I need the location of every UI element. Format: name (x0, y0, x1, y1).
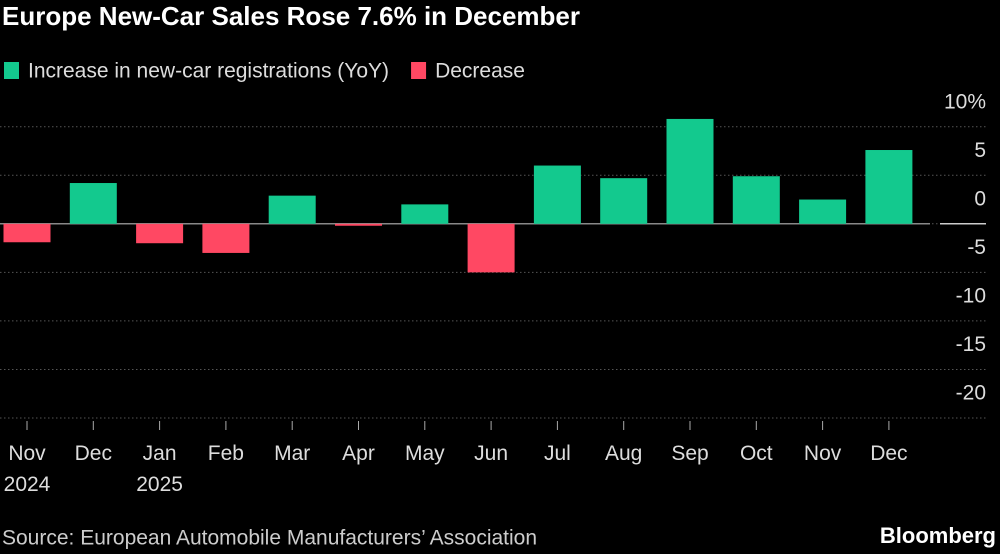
bar (600, 178, 648, 224)
bar (3, 223, 51, 243)
legend-swatch (4, 62, 19, 79)
y-tick-label: 10% (944, 90, 986, 113)
x-tick-label: Oct (739, 442, 773, 465)
y-tick-label: -5 (967, 236, 986, 259)
x-tick-label: Jun (474, 442, 509, 465)
bar (732, 176, 780, 224)
x-tick-label: Apr (342, 442, 375, 465)
x-tick-label: Jan 2025 (136, 442, 183, 496)
y-tick-label: 0 (974, 187, 986, 210)
y-tick-label: 5 (974, 139, 986, 162)
bar (268, 195, 316, 224)
brand: Bloomberg (880, 523, 996, 548)
bar (401, 204, 449, 224)
x-tick-label: Jul (543, 442, 571, 465)
x-tick-label: Dec (870, 442, 908, 465)
bar (799, 199, 847, 224)
source: Source: European Automobile Manufacturer… (2, 527, 537, 550)
bar (666, 118, 714, 224)
bar (69, 183, 117, 224)
x-tick-label: Dec (74, 442, 112, 465)
y-tick-label: -15 (956, 333, 986, 356)
y-tick-label: -20 (956, 382, 986, 405)
bar (335, 223, 382, 226)
x-tick-label: Nov 2024 (3, 442, 51, 496)
chart-title: Europe New-Car Sales Rose 7.6% in Decemb… (2, 1, 580, 31)
x-tick-label: Sep (671, 442, 709, 465)
y-tick-label: -10 (956, 284, 986, 307)
legend-swatch (411, 62, 427, 79)
bar (865, 150, 913, 224)
x-tick-label: Aug (605, 442, 643, 465)
legend-label: Increase in new-car registrations (YoY) (28, 60, 389, 83)
x-tick-label: Nov (803, 442, 842, 465)
legend-label: Decrease (435, 60, 525, 83)
x-tick-label: May (404, 442, 445, 465)
bar (533, 165, 581, 224)
bar (136, 223, 184, 244)
bar (467, 223, 515, 273)
bar (202, 223, 250, 253)
x-tick-label: Mar (274, 442, 311, 465)
x-tick-label: Feb (207, 442, 244, 465)
